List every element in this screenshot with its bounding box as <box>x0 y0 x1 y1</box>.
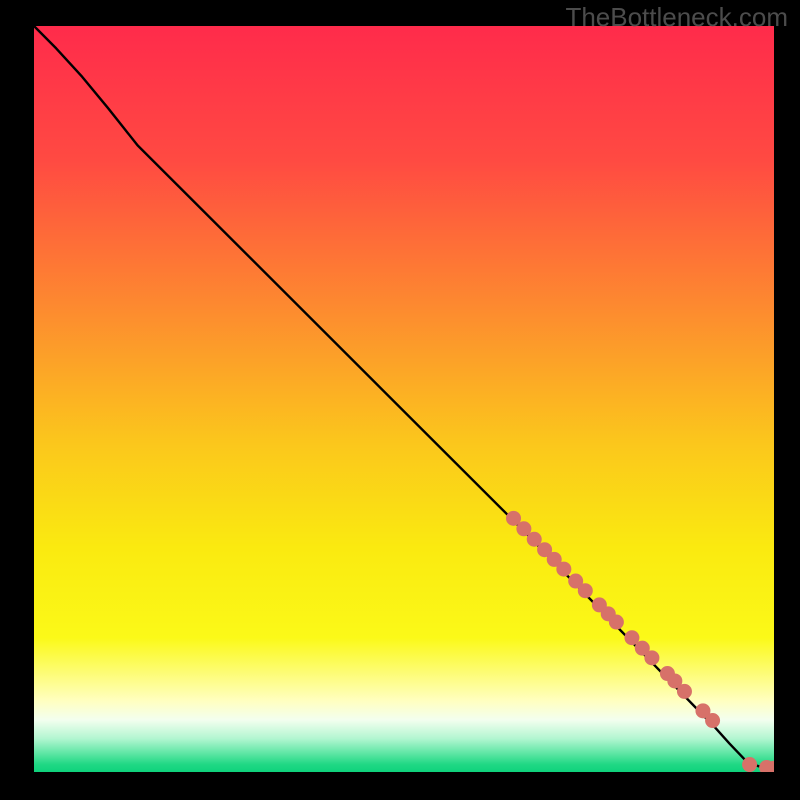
plot-area <box>34 26 774 772</box>
gradient-background <box>34 26 774 772</box>
data-marker <box>742 757 757 772</box>
data-marker <box>578 583 593 598</box>
watermark-text: TheBottleneck.com <box>565 2 788 33</box>
stage: TheBottleneck.com <box>0 0 800 800</box>
data-marker <box>677 684 692 699</box>
chart-svg <box>34 26 774 772</box>
data-marker <box>609 615 624 630</box>
data-marker <box>644 650 659 665</box>
data-marker <box>556 562 571 577</box>
data-marker <box>705 713 720 728</box>
